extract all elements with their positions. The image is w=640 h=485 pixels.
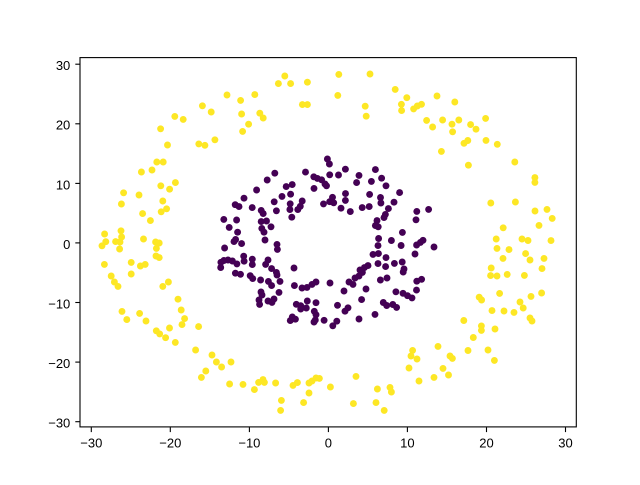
- svg-text:−30: −30: [48, 416, 70, 431]
- svg-text:−20: −20: [48, 356, 70, 371]
- svg-text:30: 30: [558, 435, 572, 450]
- svg-text:0: 0: [325, 435, 332, 450]
- svg-text:−10: −10: [238, 435, 260, 450]
- svg-text:20: 20: [479, 435, 493, 450]
- svg-text:20: 20: [56, 118, 70, 133]
- svg-text:0: 0: [63, 237, 70, 252]
- svg-text:−10: −10: [48, 296, 70, 311]
- svg-text:10: 10: [56, 177, 70, 192]
- svg-text:−20: −20: [159, 435, 181, 450]
- svg-text:−30: −30: [80, 435, 102, 450]
- svg-text:30: 30: [56, 58, 70, 73]
- svg-text:10: 10: [400, 435, 414, 450]
